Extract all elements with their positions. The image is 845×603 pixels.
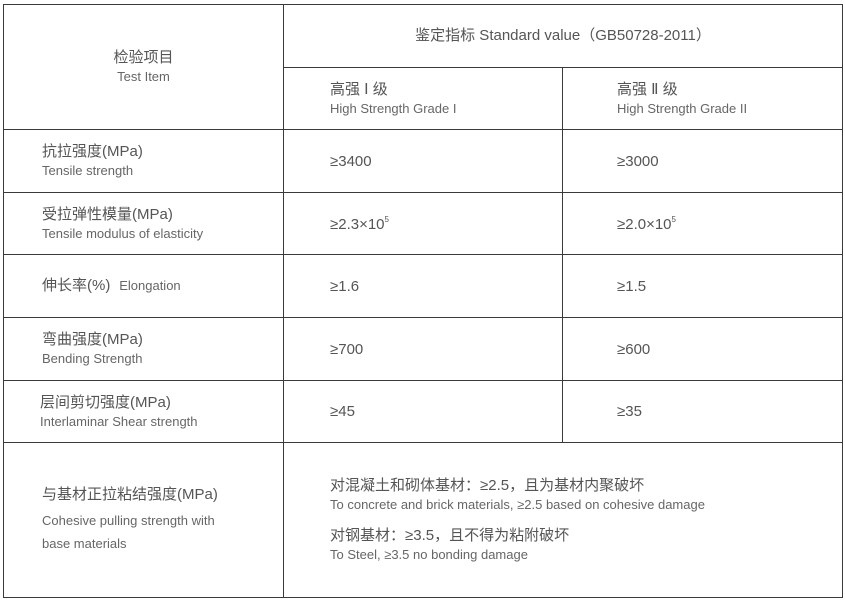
concrete-requirement-zh: 对混凝土和砌体基材：≥2.5，且为基材内聚破坏 <box>330 477 645 494</box>
label-zh: 受拉弹性模量(MPa) <box>42 205 173 223</box>
row-divider <box>3 192 843 193</box>
grade1-value: ≥700 <box>330 340 364 358</box>
header-sub-divider <box>283 67 843 68</box>
label-zh: 层间剪切强度(MPa) <box>40 393 171 411</box>
grade2-value: ≥2.0×105 <box>617 193 842 254</box>
value-base: ≥2.0×10 <box>617 215 672 233</box>
grade1-en: High Strength Grade I <box>330 100 457 116</box>
grade1-value: ≥45 <box>330 403 355 420</box>
header-standard: 鉴定指标 Standard value（GB50728-2011） <box>284 5 842 67</box>
label-en: Bending Strength <box>42 351 143 366</box>
label-en: Tensile strength <box>42 163 134 178</box>
grade1-value: ≥2.3×105 <box>330 193 560 254</box>
row-divider <box>3 254 843 255</box>
label-zh: 伸长率(%) <box>42 277 111 294</box>
border-top <box>3 4 843 5</box>
steel-requirement-zh: 对钢基材：≥3.5，且不得为粘附破坏 <box>330 527 570 544</box>
row-label: 弯曲强度(MPa) Bending Strength <box>42 318 282 380</box>
row-divider <box>3 317 843 318</box>
row-divider <box>3 380 843 381</box>
label-en: Elongation <box>119 278 181 293</box>
label-en: Cohesive pulling strength with <box>42 513 215 528</box>
label-zh: 与基材正拉粘结强度(MPa) <box>42 486 218 503</box>
label-en: Interlaminar Shear strength <box>40 413 198 429</box>
row-label: 伸长率(%) Elongation <box>42 255 282 317</box>
standard-label: 鉴定指标 Standard value（GB50728-2011） <box>415 27 711 44</box>
label-zh: 抗拉强度(MPa) <box>42 143 143 160</box>
grade2-zh: 高强 Ⅱ 级 <box>617 80 678 98</box>
grade2-value: ≥3000 <box>617 152 659 170</box>
row-label: 层间剪切强度(MPa) Interlaminar Shear strength <box>40 381 282 442</box>
row-divider <box>3 442 843 443</box>
grade2-value: ≥1.5 <box>617 277 647 295</box>
col-divider-1 <box>283 4 284 598</box>
grade1-value: ≥1.6 <box>330 277 360 295</box>
border-right <box>842 4 843 598</box>
border-bottom <box>3 597 843 598</box>
row-label: 抗拉强度(MPa) Tensile strength <box>42 130 282 192</box>
grade2-en: High Strength Grade II <box>617 100 748 116</box>
label-en: Tensile modulus of elasticity <box>42 225 204 241</box>
header-test-item: 检验项目 Test Item <box>4 5 283 129</box>
header-grade-1: 高强 Ⅰ 级 High Strength Grade I <box>330 68 560 129</box>
adhesion-requirements: 对混凝土和砌体基材：≥2.5，且为基材内聚破坏 To concrete and … <box>330 443 840 597</box>
label-zh: 弯曲强度(MPa) <box>42 331 143 348</box>
test-item-zh: 检验项目 <box>113 49 174 66</box>
grade2-value: ≥35 <box>617 403 642 420</box>
row-divider <box>3 129 843 130</box>
row-label: 受拉弹性模量(MPa) Tensile modulus of elasticit… <box>42 193 282 254</box>
value-base: ≥2.3×10 <box>330 215 385 233</box>
grade2-value: ≥600 <box>617 340 651 358</box>
header-grade-2: 高强 Ⅱ 级 High Strength Grade II <box>617 68 842 129</box>
row-label: 与基材正拉粘结强度(MPa) Cohesive pulling strength… <box>42 443 282 597</box>
grade1-zh: 高强 Ⅰ 级 <box>330 80 388 98</box>
value-exponent: 5 <box>671 214 676 224</box>
value-exponent: 5 <box>384 214 389 224</box>
border-left <box>3 4 4 598</box>
concrete-requirement-en: To concrete and brick materials, ≥2.5 ba… <box>330 497 705 512</box>
grade1-value: ≥3400 <box>330 152 372 170</box>
steel-requirement-en: To Steel, ≥3.5 no bonding damage <box>330 547 528 562</box>
test-item-en: Test Item <box>117 69 170 84</box>
label-en: base materials <box>42 536 127 551</box>
